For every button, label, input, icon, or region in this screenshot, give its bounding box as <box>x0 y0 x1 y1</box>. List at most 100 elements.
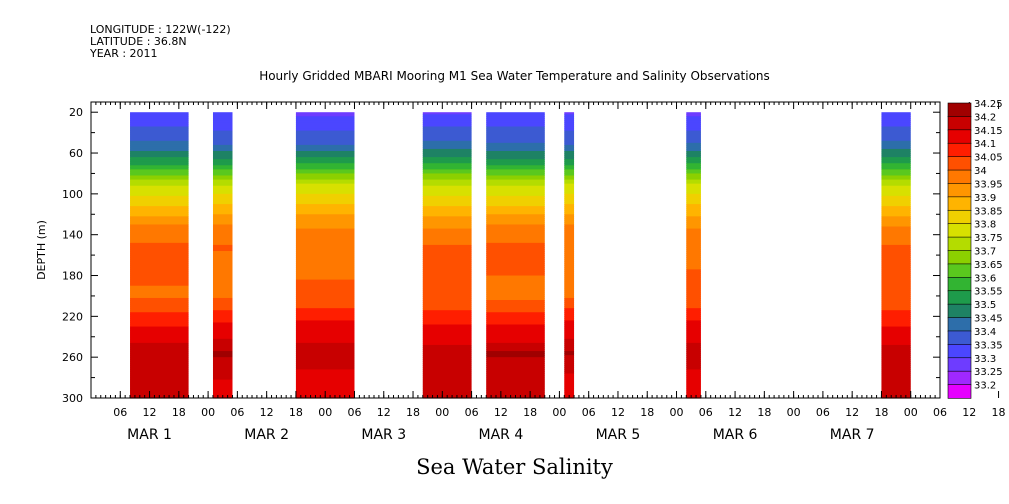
salinity-band <box>564 297 575 301</box>
x-tick-label: 18 <box>523 406 537 419</box>
salinity-band <box>564 342 575 346</box>
salinity-band <box>881 246 911 250</box>
salinity-band <box>486 134 545 138</box>
salinity-band <box>130 363 189 366</box>
salinity-band <box>564 148 575 152</box>
salinity-band <box>564 199 575 203</box>
salinity-band <box>212 326 233 330</box>
salinity-band <box>686 187 701 191</box>
salinity-band <box>295 326 355 330</box>
salinity-band <box>422 146 472 150</box>
salinity-band <box>130 238 189 242</box>
salinity-band <box>686 122 701 126</box>
salinity-band <box>881 289 911 293</box>
salinity-band <box>686 379 701 383</box>
salinity-band <box>881 255 911 258</box>
salinity-band <box>422 144 472 148</box>
salinity-band <box>881 277 911 281</box>
salinity-band <box>564 336 575 340</box>
salinity-band <box>212 155 233 158</box>
salinity-band <box>422 318 472 322</box>
salinity-band <box>130 248 189 252</box>
colorbar-swatch <box>947 344 972 359</box>
salinity-band <box>130 297 189 301</box>
salinity-band <box>881 344 911 348</box>
x-tick-label: 06 <box>816 406 830 419</box>
salinity-band <box>130 379 189 383</box>
salinity-band <box>212 351 233 354</box>
salinity-band <box>564 240 575 244</box>
salinity-band <box>130 148 189 152</box>
salinity-band <box>686 128 701 132</box>
colorbar-label: 33.95 <box>974 179 1003 190</box>
salinity-band <box>130 346 189 350</box>
salinity-band <box>486 377 545 381</box>
salinity-band <box>686 116 701 119</box>
salinity-band <box>881 228 911 232</box>
salinity-band <box>130 355 189 358</box>
salinity-band <box>295 265 355 268</box>
salinity-band <box>564 365 575 368</box>
salinity-band <box>130 324 189 328</box>
salinity-band <box>881 218 911 221</box>
salinity-band <box>212 259 233 262</box>
salinity-band <box>295 371 355 375</box>
salinity-band <box>295 228 355 232</box>
salinity-band <box>686 226 701 230</box>
salinity-band <box>564 289 575 293</box>
salinity-band <box>422 150 472 154</box>
x-tick-label: 06 <box>347 406 361 419</box>
salinity-band <box>212 218 233 221</box>
salinity-band <box>422 112 472 115</box>
salinity-band <box>486 265 545 268</box>
x-tick-label: 18 <box>992 406 1006 419</box>
salinity-band <box>130 306 189 309</box>
colorbar-swatch <box>947 357 972 372</box>
salinity-band <box>564 232 575 236</box>
salinity-band <box>295 295 355 299</box>
salinity-band <box>486 246 545 250</box>
salinity-band <box>212 128 233 132</box>
salinity-band <box>564 324 575 328</box>
colorbar-label: 34.2 <box>974 112 996 123</box>
salinity-band <box>881 181 911 185</box>
y-axis-title: DEPTH (m) <box>35 220 48 280</box>
salinity-band <box>686 244 701 248</box>
salinity-band <box>295 197 355 201</box>
salinity-band <box>486 248 545 252</box>
salinity-band <box>130 312 189 315</box>
salinity-band <box>486 240 545 244</box>
salinity-band <box>422 273 472 277</box>
salinity-band <box>564 171 575 175</box>
salinity-band <box>422 295 472 299</box>
y-tick-label: 220 <box>62 310 83 323</box>
salinity-band <box>422 199 472 203</box>
x-tick-label: 00 <box>435 406 449 419</box>
salinity-band <box>422 161 472 164</box>
salinity-band <box>881 248 911 252</box>
salinity-band <box>686 269 701 273</box>
salinity-band <box>486 379 545 383</box>
salinity-band <box>564 128 575 132</box>
salinity-band <box>212 189 233 193</box>
salinity-band <box>486 175 545 179</box>
salinity-band <box>130 181 189 185</box>
salinity-band <box>686 126 701 130</box>
salinity-band <box>295 310 355 313</box>
salinity-band <box>486 285 545 289</box>
salinity-band <box>564 185 575 189</box>
salinity-band <box>212 242 233 246</box>
colorbar-label: 33.4 <box>974 327 996 338</box>
colorbar-label: 33.35 <box>974 340 1003 351</box>
salinity-band <box>486 146 545 150</box>
salinity-band <box>130 167 189 170</box>
x-axis-title: Sea Water Salinity <box>416 455 613 479</box>
salinity-band <box>686 251 701 254</box>
salinity-band <box>881 165 911 168</box>
salinity-band <box>212 240 233 244</box>
salinity-band <box>881 193 911 197</box>
salinity-band <box>686 140 701 144</box>
salinity-band <box>881 191 911 195</box>
salinity-band <box>486 297 545 301</box>
salinity-band <box>881 379 911 383</box>
